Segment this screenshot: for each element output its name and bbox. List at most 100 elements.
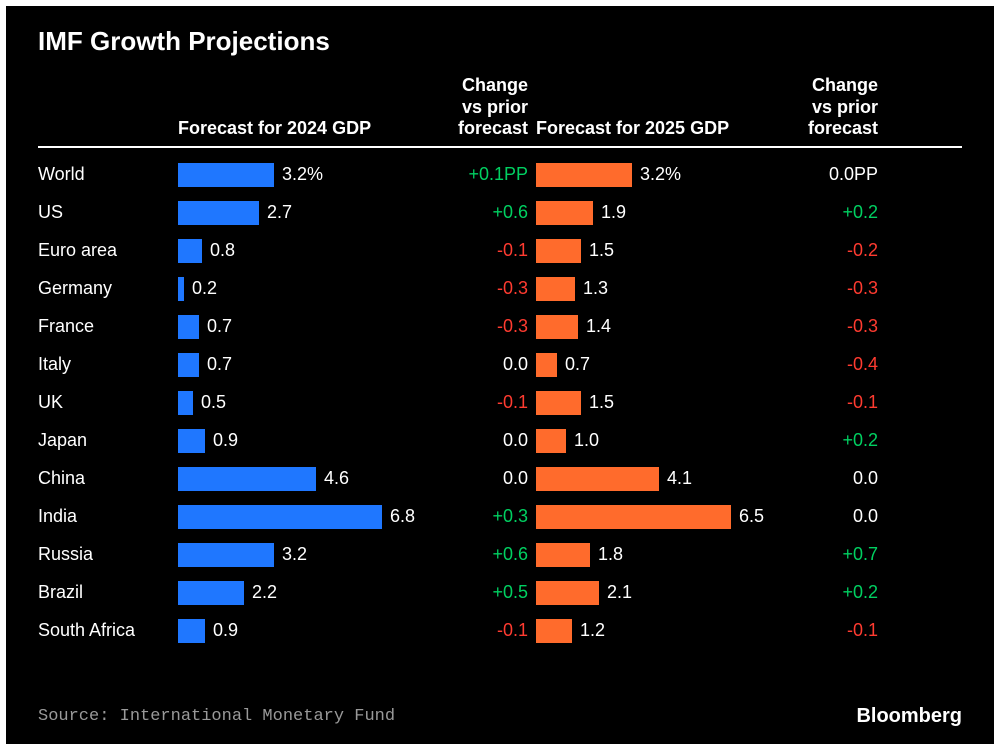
bar-2024-cell: 0.5 [178, 384, 433, 422]
change-2025: -0.1 [783, 620, 878, 641]
change-2024: -0.1 [433, 620, 528, 641]
change-2024: 0.0 [433, 354, 528, 375]
table-row: Russia3.2+0.61.8+0.7 [38, 536, 962, 574]
bar-2025-cell: 4.1 [528, 460, 783, 498]
bar-2024-value: 2.2 [252, 582, 277, 603]
region-name: Japan [38, 430, 178, 451]
region-name: China [38, 468, 178, 489]
header-2025-change: Change vs prior forecast [783, 75, 878, 140]
bar-2024 [178, 315, 199, 339]
table-row: Euro area0.8-0.1 1.5 -0.2 [38, 232, 962, 270]
bar-2025 [536, 543, 590, 567]
header-row: Forecast for 2024 GDP Change vs prior fo… [38, 75, 962, 148]
bar-2024-value: 4.6 [324, 468, 349, 489]
bar-2024 [178, 277, 184, 301]
bar-2025 [536, 619, 572, 643]
bar-2025 [536, 239, 581, 263]
region-name: India [38, 506, 178, 527]
bar-2024-cell: 2.7 [178, 194, 433, 232]
table-row: World3.2%+0.1PP3.2%0.0PP [38, 156, 962, 194]
header-change-line: Change [433, 75, 528, 97]
table-row: France0.7-0.31.4-0.3 [38, 308, 962, 346]
table-row: South Africa0.9-0.11.2-0.1 [38, 612, 962, 650]
table-row: Italy0.70.00.7-0.4 [38, 346, 962, 384]
bar-2025 [536, 467, 659, 491]
bar-2025 [536, 581, 599, 605]
change-2024: +0.1PP [433, 164, 528, 185]
table-row: India6.8+0.36.50.0 [38, 498, 962, 536]
change-2025: -0.1 [783, 392, 878, 413]
change-2024: +0.3 [433, 506, 528, 527]
change-2024: -0.1 [433, 240, 528, 261]
imf-chart: IMF Growth Projections Forecast for 2024… [6, 6, 994, 744]
bar-2024-value: 0.7 [207, 354, 232, 375]
bar-2024 [178, 505, 382, 529]
bar-2024 [178, 581, 244, 605]
change-2024: +0.5 [433, 582, 528, 603]
change-2025: +0.2 [783, 202, 878, 223]
data-rows: World3.2%+0.1PP3.2%0.0PPUS2.7+0.61.9+0.2… [38, 156, 962, 650]
bar-2025-cell: 0.7 [528, 346, 783, 384]
bar-2025-value: 1.5 [589, 240, 614, 261]
change-2024: -0.3 [433, 316, 528, 337]
region-name: Euro area [38, 240, 178, 261]
bar-2024-cell: 2.2 [178, 574, 433, 612]
bar-2024-cell: 4.6 [178, 460, 433, 498]
bar-2025-value: 4.1 [667, 468, 692, 489]
bar-2024-cell: 0.9 [178, 422, 433, 460]
region-name: France [38, 316, 178, 337]
bar-2025-cell: 1.8 [528, 536, 783, 574]
region-name: Italy [38, 354, 178, 375]
bar-2025-cell: 1.0 [528, 422, 783, 460]
bar-2025-cell: 1.5 [528, 232, 783, 270]
bar-2024-value: 0.2 [192, 278, 217, 299]
header-change-line: vs prior [783, 97, 878, 119]
bar-2025-cell: 1.4 [528, 308, 783, 346]
bar-2025-value: 2.1 [607, 582, 632, 603]
bar-2024 [178, 163, 274, 187]
change-2025: 0.0 [783, 468, 878, 489]
change-2024: -0.3 [433, 278, 528, 299]
bar-2025-value: 1.8 [598, 544, 623, 565]
region-name: World [38, 164, 178, 185]
bar-2025-value: 3.2% [640, 164, 681, 185]
bar-2024-cell: 0.8 [178, 232, 433, 270]
bar-2024 [178, 201, 259, 225]
table-row: UK0.5-0.11.5-0.1 [38, 384, 962, 422]
bar-2024-value: 0.5 [201, 392, 226, 413]
change-2025: -0.3 [783, 316, 878, 337]
bar-2025-cell: 1.2 [528, 612, 783, 650]
bar-2024 [178, 391, 193, 415]
bar-2024-value: 2.7 [267, 202, 292, 223]
change-2025: +0.2 [783, 430, 878, 451]
bar-2024-cell: 3.2 [178, 536, 433, 574]
bar-2025-cell: 1.5 [528, 384, 783, 422]
source-text: Source: International Monetary Fund [38, 707, 395, 726]
bar-2025-value: 1.0 [574, 430, 599, 451]
header-2024-forecast: Forecast for 2024 GDP [178, 118, 433, 140]
bar-2025-value: 1.5 [589, 392, 614, 413]
table-row: China4.60.04.10.0 [38, 460, 962, 498]
bar-2024-value: 0.9 [213, 430, 238, 451]
region-name: Germany [38, 278, 178, 299]
bar-2025-value: 6.5 [739, 506, 764, 527]
change-2025: +0.2 [783, 582, 878, 603]
bar-2024 [178, 353, 199, 377]
bar-2025 [536, 315, 578, 339]
change-2025: -0.2 [783, 240, 878, 261]
bar-2025 [536, 201, 593, 225]
change-2024: 0.0 [433, 430, 528, 451]
bar-2024 [178, 429, 205, 453]
bar-2025-cell: 6.5 [528, 498, 783, 536]
bar-2024-cell: 0.7 [178, 346, 433, 384]
bar-2024-value: 0.9 [213, 620, 238, 641]
bar-2025 [536, 277, 575, 301]
bar-2024 [178, 543, 274, 567]
region-name: Russia [38, 544, 178, 565]
bar-2025-value: 1.9 [601, 202, 626, 223]
change-2024: +0.6 [433, 202, 528, 223]
bar-2024-cell: 0.9 [178, 612, 433, 650]
change-2025: 0.0PP [783, 164, 878, 185]
table-row: Germany0.2-0.31.3-0.3 [38, 270, 962, 308]
bar-2024-cell: 0.7 [178, 308, 433, 346]
